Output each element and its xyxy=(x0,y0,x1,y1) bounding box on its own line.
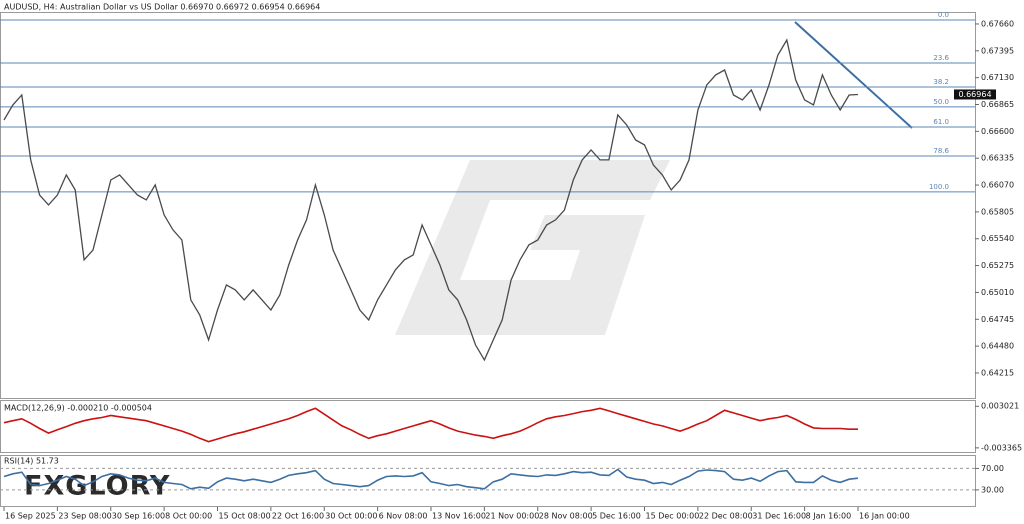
x-tick-label: 8 Jan 16:00 xyxy=(806,512,852,521)
last-price-label: 0.66964 xyxy=(958,90,991,99)
x-tick-label: 31 Dec 16:00 xyxy=(752,512,806,521)
y-tick-label: 0.66070 xyxy=(981,181,1014,190)
y-tick-label: 70.00 xyxy=(981,464,1004,473)
y-tick-label: 0.003021 xyxy=(981,402,1019,411)
fib-label: 61.0 xyxy=(933,118,949,126)
x-tick-label: 30 Oct 00:00 xyxy=(325,512,377,521)
fib-label: 50.0 xyxy=(933,98,949,106)
rsi-title: RSI(14) 51.73 xyxy=(4,457,59,466)
brand-watermark: FXGLORY xyxy=(24,471,170,502)
x-tick-label: 6 Nov 08:00 xyxy=(379,512,428,521)
y-tick-label: 0.64215 xyxy=(981,368,1014,377)
fib-label: 23.6 xyxy=(933,54,949,62)
last-price-box xyxy=(954,89,996,100)
y-tick-label: 0.67130 xyxy=(981,73,1014,82)
macd-panel xyxy=(0,400,976,453)
macd-title: MACD(12,26,9) -0.000210 -0.000504 xyxy=(4,404,152,413)
y-tick-label: 0.64480 xyxy=(981,342,1014,351)
data-line xyxy=(3,38,859,362)
x-tick-label: 8 Oct 00:00 xyxy=(165,512,212,521)
x-tick-label: 15 Dec 00:00 xyxy=(646,512,700,521)
fib-label: 38.2 xyxy=(933,78,949,86)
y-tick-label: 0.66865 xyxy=(981,100,1014,109)
y-tick-label: 0.67395 xyxy=(981,46,1014,55)
data-line xyxy=(3,407,858,443)
x-tick-label: 28 Nov 08:00 xyxy=(539,512,593,521)
y-tick-label: -0.003365 xyxy=(981,443,1022,452)
x-tick-label: 5 Dec 16:00 xyxy=(592,512,641,521)
data-line xyxy=(3,468,859,490)
x-tick-label: 15 Oct 08:00 xyxy=(219,512,271,521)
trend-line xyxy=(794,21,913,129)
y-tick-label: 0.65805 xyxy=(981,207,1014,216)
x-tick-label: 22 Dec 08:00 xyxy=(699,512,753,521)
y-tick-label: 0.66335 xyxy=(981,154,1014,163)
watermark-logo xyxy=(395,160,670,335)
y-tick-label: 0.65010 xyxy=(981,288,1014,297)
x-tick-label: 13 Nov 16:00 xyxy=(432,512,486,521)
x-tick-label: 16 Jan 00:00 xyxy=(859,512,910,521)
price-panel xyxy=(0,12,976,399)
fib-label: 100.0 xyxy=(929,183,949,191)
x-tick-label: 22 Oct 16:00 xyxy=(272,512,324,521)
x-tick-label: 30 Sep 16:00 xyxy=(112,512,165,521)
y-tick-label: 0.67660 xyxy=(981,19,1014,28)
y-tick-label: 30.00 xyxy=(981,485,1004,494)
x-tick-label: 23 Sep 08:00 xyxy=(58,512,111,521)
y-tick-label: 0.65275 xyxy=(981,261,1014,270)
y-tick-label: 0.64745 xyxy=(981,315,1014,324)
x-tick-label: 16 Sep 2025 xyxy=(5,512,56,521)
fib-label: 0.0 xyxy=(938,11,949,19)
chart-title: AUDUSD, H4: Australian Dollar vs US Doll… xyxy=(4,3,320,12)
fib-label: 78.6 xyxy=(933,147,949,155)
y-tick-label: 0.66600 xyxy=(981,127,1014,136)
x-tick-label: 21 Nov 00:00 xyxy=(485,512,539,521)
y-tick-label: 0.65540 xyxy=(981,234,1014,243)
